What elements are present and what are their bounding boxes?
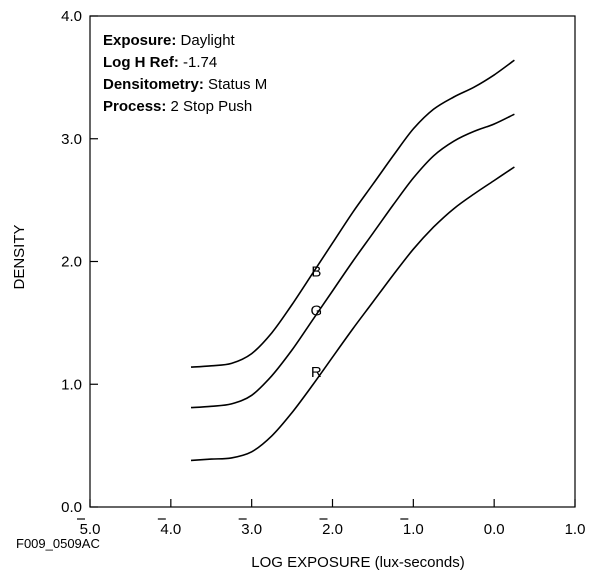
x-tick-label: 1.0 [403, 521, 424, 538]
x-axis-title: LOG EXPOSURE (lux-seconds) [251, 554, 464, 571]
curve-b [190, 59, 515, 368]
info-densitometry-key: Densitometry: [103, 76, 204, 93]
info-densitometry: Densitometry: Status M [103, 74, 267, 96]
exposure-info-block: Exposure: Daylight Log H Ref: -1.74 Dens… [103, 30, 267, 118]
x-tick-label: 3.0 [241, 521, 262, 538]
info-process-key: Process: [103, 98, 167, 115]
info-log-h-ref-key: Log H Ref: [103, 54, 179, 71]
info-exposure-value: Daylight [180, 32, 235, 49]
y-tick-label: 2.0 [61, 254, 82, 271]
figure-id: F009_0509AC [16, 536, 100, 551]
x-tick-label: 0.0 [484, 521, 505, 538]
x-tick-label: 1.0 [565, 521, 586, 538]
y-tick-label: 3.0 [61, 131, 82, 148]
info-process: Process: 2 Stop Push [103, 96, 267, 118]
y-tick-label: 1.0 [61, 376, 82, 393]
curve-labels: B G R [310, 263, 322, 381]
info-densitometry-value: Status M [208, 76, 268, 93]
info-exposure-key: Exposure: [103, 32, 177, 49]
y-tick-label: 0.0 [61, 499, 82, 516]
y-tick-label: 4.0 [61, 8, 82, 25]
info-log-h-ref-value: -1.74 [183, 54, 218, 71]
y-axis-title: DENSITY [11, 224, 28, 289]
x-tick-label: 4.0 [160, 521, 181, 538]
curve-label-r: R [311, 364, 322, 381]
curve-label-b: B [311, 263, 321, 280]
x-axis-ticks: 5.0 4.0 3.0 2.0 1.0 0.0 1.0 [77, 499, 585, 538]
curve-g [190, 113, 515, 409]
info-exposure: Exposure: Daylight [103, 30, 267, 52]
curve-r [190, 166, 515, 462]
info-process-value: 2 Stop Push [170, 98, 253, 115]
info-log-h-ref: Log H Ref: -1.74 [103, 52, 267, 74]
y-axis-ticks: 0.0 1.0 2.0 3.0 4.0 [61, 8, 98, 516]
x-tick-label: 2.0 [322, 521, 343, 538]
density-curves [190, 59, 515, 462]
x-tick-label: 5.0 [80, 521, 101, 538]
curve-label-g: G [310, 303, 322, 320]
